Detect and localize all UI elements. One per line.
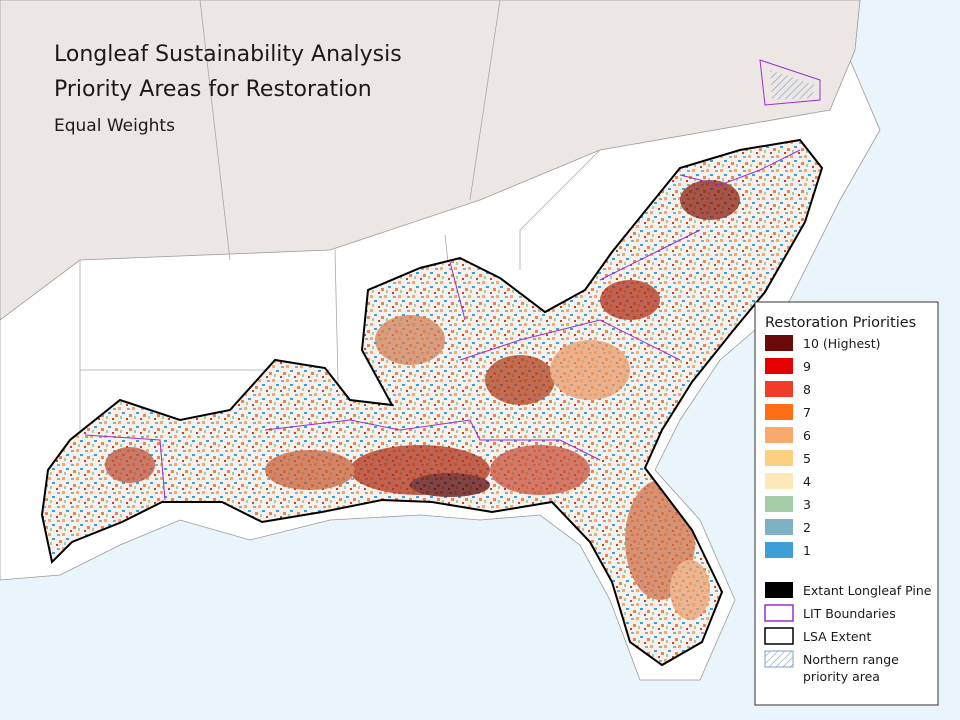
- legend-swatch: [764, 604, 794, 622]
- legend-swatch: [764, 627, 794, 645]
- legend-label: priority area: [803, 669, 880, 684]
- legend-label: 7: [803, 405, 811, 420]
- legend-title: Restoration Priorities: [765, 315, 916, 331]
- legend: Restoration Priorities 10 (Highest) 9 8 7 6 5…: [754, 301, 939, 706]
- legend-label: 8: [803, 382, 811, 397]
- legend-swatch: [765, 582, 793, 598]
- legend-label: 3: [803, 497, 811, 512]
- legend-label: LSA Extent: [803, 629, 871, 644]
- legend-swatch: [765, 450, 793, 466]
- legend-swatch: [765, 358, 793, 374]
- legend-label: 9: [803, 359, 811, 374]
- legend-swatch: [765, 404, 793, 420]
- legend-label: 6: [803, 428, 811, 443]
- legend-swatch: [765, 542, 793, 558]
- map-subtitle: Equal Weights: [54, 116, 175, 136]
- legend-label: Northern range: [803, 652, 899, 667]
- legend-label: Extant Longleaf Pine: [803, 583, 932, 598]
- legend-label: 4: [803, 474, 811, 489]
- legend-swatch: [765, 427, 793, 443]
- legend-label: 10 (Highest): [803, 336, 880, 351]
- legend-label: 2: [803, 520, 811, 535]
- northern-range-area: [770, 70, 815, 100]
- map-title: Priority Areas for Restoration: [54, 77, 372, 102]
- northern-states: [0, 0, 861, 321]
- legend-swatch: [765, 335, 793, 351]
- legend-swatch: [765, 381, 793, 397]
- legend-label: 5: [803, 451, 811, 466]
- legend-label: 1: [803, 543, 811, 558]
- legend-label: LIT Boundaries: [803, 606, 896, 621]
- map-title: Longleaf Sustainability Analysis: [54, 42, 402, 67]
- legend-swatch: [765, 473, 793, 489]
- lsa-extent: [40, 138, 824, 667]
- legend-swatch: [764, 650, 794, 668]
- lit-boundaries: [84, 59, 821, 501]
- legend-swatch: [765, 519, 793, 535]
- legend-swatch: [765, 496, 793, 512]
